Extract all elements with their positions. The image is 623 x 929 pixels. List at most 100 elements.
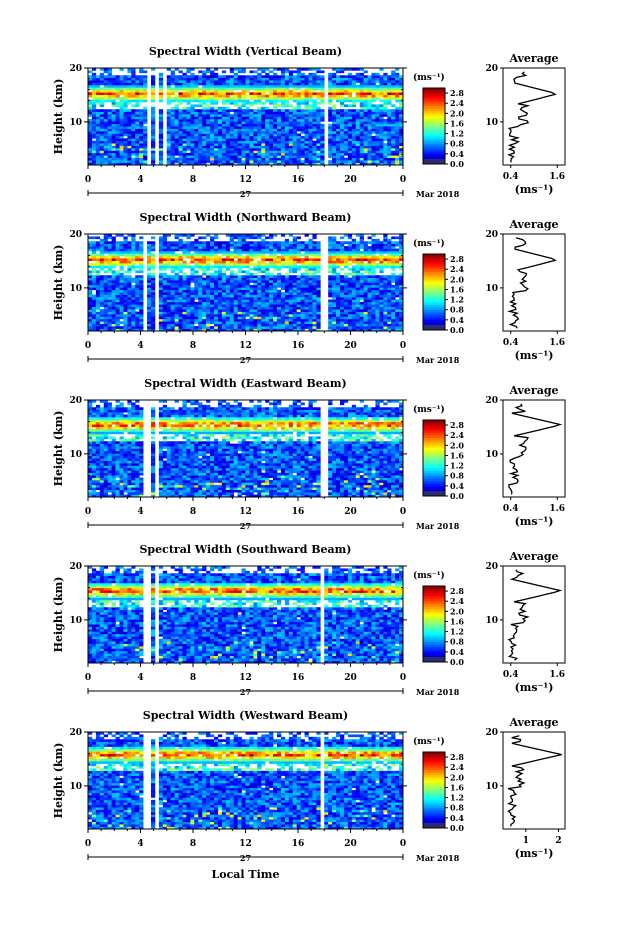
heatmap-cell xyxy=(237,294,242,298)
heatmap-cell xyxy=(221,284,227,288)
heatmap-cell xyxy=(328,135,333,139)
heatmap-cell xyxy=(273,140,278,144)
heatmap-cell xyxy=(147,304,152,308)
heatmap-cell xyxy=(249,258,254,261)
heatmap-cell xyxy=(99,280,105,283)
heatmap-cell xyxy=(221,248,227,252)
heatmap-cell xyxy=(166,128,171,132)
heatmap-cell xyxy=(131,299,136,303)
heatmap-cell xyxy=(127,318,132,322)
heatmap-cell xyxy=(292,328,297,332)
heatmap-cell xyxy=(214,282,219,286)
heatmap-cell xyxy=(123,145,128,149)
heatmap-cell xyxy=(355,89,360,93)
heatmap-cell xyxy=(217,97,223,100)
heatmap-cell xyxy=(363,114,368,117)
heatmap-cell xyxy=(135,101,140,105)
heatmap-cell xyxy=(221,75,227,78)
heatmap-cell xyxy=(217,77,223,81)
heatmap-cell xyxy=(123,250,128,254)
heatmap-cell xyxy=(308,150,313,154)
heatmap-cell xyxy=(245,248,250,252)
heatmap-cell xyxy=(229,299,234,303)
heatmap-cell xyxy=(351,143,357,146)
heatmap-cell xyxy=(135,116,140,120)
heatmap-cell xyxy=(95,77,101,81)
heatmap-cell xyxy=(182,89,187,93)
heatmap-cell xyxy=(359,94,364,98)
heatmap-cell xyxy=(328,301,333,305)
heatmap-cell xyxy=(111,316,116,320)
heatmap-cell xyxy=(343,133,349,137)
heatmap-cell xyxy=(127,111,132,115)
heatmap-cell xyxy=(190,265,195,269)
heatmap-cell xyxy=(131,150,136,154)
heatmap-cell xyxy=(359,162,364,166)
heatmap-cell xyxy=(143,99,148,103)
heatmap-cell xyxy=(221,70,227,74)
heatmap-cell xyxy=(214,309,219,312)
heatmap-cell xyxy=(395,84,400,88)
heatmap-cell xyxy=(198,250,203,254)
heatmap-cell xyxy=(217,284,223,288)
heatmap-cell xyxy=(245,84,250,88)
heatmap-cell xyxy=(375,123,380,127)
heatmap-cell xyxy=(147,301,152,305)
heatmap-cell xyxy=(280,241,286,244)
heatmap-cell xyxy=(233,82,238,86)
heatmap-cell xyxy=(245,294,250,298)
heatmap-cell xyxy=(194,241,199,244)
heatmap-cell xyxy=(107,114,112,117)
heatmap-cell xyxy=(214,280,219,283)
heatmap-cell xyxy=(151,84,156,88)
heatmap-cell xyxy=(273,275,278,278)
heatmap-cell xyxy=(151,282,156,286)
heatmap-cell xyxy=(111,87,116,91)
heatmap-cell xyxy=(308,263,313,266)
heatmap-cell xyxy=(115,155,120,159)
heatmap-cell xyxy=(194,328,199,332)
heatmap-cell xyxy=(359,126,364,129)
heatmap-cell xyxy=(277,267,282,271)
heatmap-cell xyxy=(261,118,266,122)
heatmap-cell xyxy=(237,309,242,312)
heatmap-cell xyxy=(237,282,242,286)
heatmap-cell xyxy=(328,246,333,249)
heatmap-cell xyxy=(312,152,317,156)
heatmap-cell xyxy=(347,104,353,108)
heatmap-cell xyxy=(107,140,112,144)
heatmap-cell xyxy=(387,99,392,103)
heatmap-cell xyxy=(241,68,246,71)
heatmap-cell xyxy=(304,116,309,120)
heatmap-cell xyxy=(245,77,250,81)
heatmap-cell xyxy=(95,133,101,137)
heatmap-cell xyxy=(123,114,128,117)
heatmap-cell xyxy=(229,126,234,129)
heatmap-cell xyxy=(328,155,333,159)
heatmap-cell xyxy=(221,304,227,308)
heatmap-cell xyxy=(336,92,341,95)
heatmap-cell xyxy=(217,272,223,276)
heatmap-cell xyxy=(210,248,215,252)
heatmap-cell xyxy=(166,157,171,161)
heatmap-cell xyxy=(399,143,404,146)
heatmap-cell xyxy=(178,94,183,98)
heatmap-cell xyxy=(139,321,144,325)
heatmap-cell xyxy=(210,150,215,154)
heatmap-cell xyxy=(174,263,179,266)
heatmap-cell xyxy=(119,292,124,295)
heatmap-cell xyxy=(241,297,246,300)
heatmap-cell xyxy=(296,248,301,252)
heatmap-cell xyxy=(119,162,124,166)
heatmap-cell xyxy=(328,94,333,98)
heatmap-cell xyxy=(292,321,297,325)
heatmap-cell xyxy=(190,116,195,120)
heatmap-cell xyxy=(214,328,219,332)
heatmap-cell xyxy=(151,152,156,156)
heatmap-cell xyxy=(379,109,384,112)
heatmap-cell xyxy=(328,250,333,254)
heatmap-cell xyxy=(316,140,321,144)
heatmap-cell xyxy=(328,145,333,149)
heatmap-cell xyxy=(217,267,223,271)
heatmap-cell xyxy=(135,294,140,298)
